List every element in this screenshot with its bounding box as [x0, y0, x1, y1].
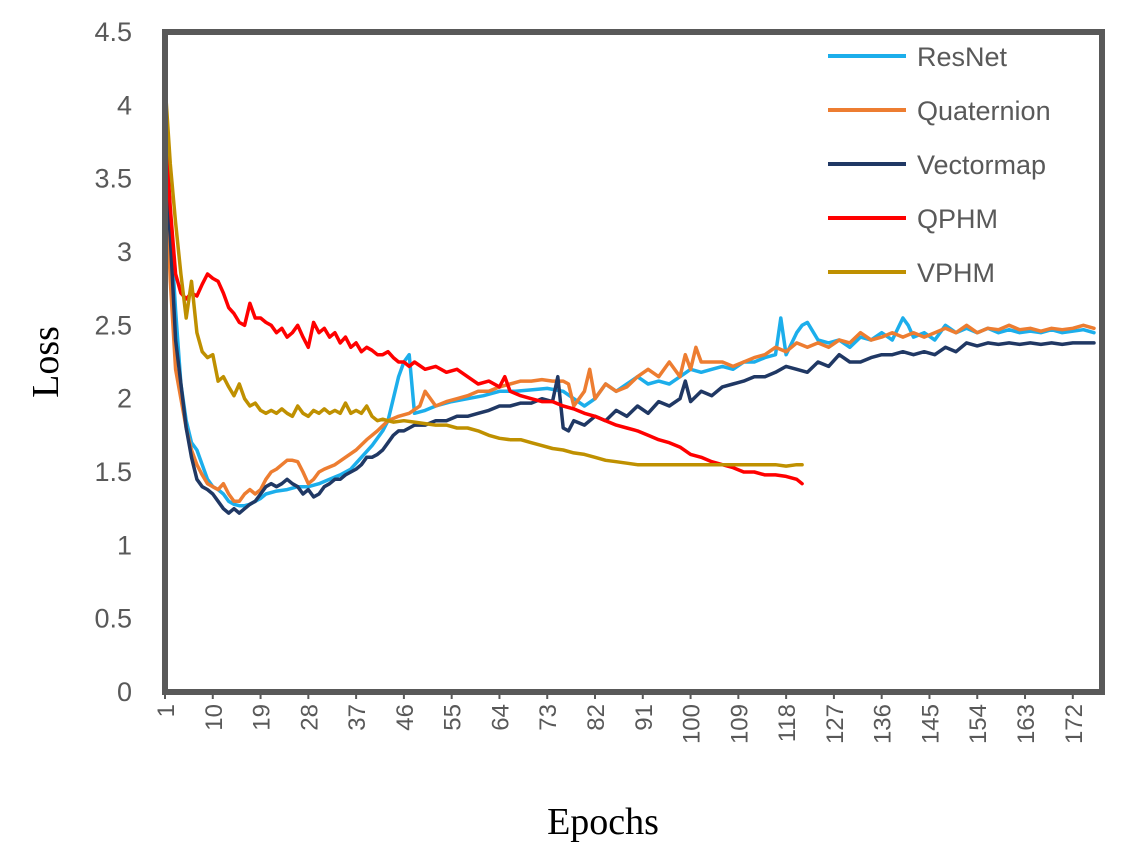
y-tick-label: 1	[117, 530, 132, 560]
x-tick-label: 19	[249, 704, 276, 731]
series-line-qphm	[163, 121, 804, 486]
legend-label-vphm: VPHM	[917, 258, 995, 288]
y-tick-label: 0	[117, 677, 132, 707]
x-tick-label: 55	[440, 704, 467, 731]
x-tick-label: 136	[870, 704, 897, 744]
x-tick-label: 37	[344, 704, 371, 731]
x-tick-label: 118	[774, 704, 801, 742]
x-tick-label: 100	[679, 704, 706, 744]
series-line-quaternion	[163, 147, 1096, 504]
x-tick-label: 145	[917, 704, 944, 744]
x-tick-label: 163	[1013, 704, 1040, 744]
legend: ResNet Quaternion Vectormap QPHM VPHM	[828, 42, 1051, 288]
x-tick-label: 73	[535, 704, 562, 731]
legend-label-quaternion: Quaternion	[917, 96, 1051, 126]
x-tick-label: 172	[1061, 704, 1088, 744]
y-tick-label: 3	[117, 237, 132, 267]
y-axis-title: Loss	[25, 326, 67, 398]
y-tick-label: 2	[117, 384, 132, 414]
y-tick-label: 4.5	[94, 17, 132, 47]
y-tick-label: 1.5	[94, 457, 132, 487]
x-tick-label: 64	[487, 704, 514, 731]
x-axis-ticks: 1 10 19 28 37 46 55 64 73 82 91 100 109 118 127 136 145 1…	[153, 692, 1088, 744]
x-tick-label: 10	[201, 704, 228, 731]
y-tick-label: 0.5	[94, 604, 132, 634]
x-tick-label: 28	[296, 704, 323, 731]
x-tick-label: 1	[153, 704, 180, 717]
x-tick-label: 91	[631, 704, 658, 731]
legend-label-vectormap: Vectormap	[917, 150, 1046, 180]
series-line-vphm	[163, 81, 804, 468]
y-axis-ticks: 0 0.5 1 1.5 2 2.5 3 3.5 4 4.5	[94, 17, 132, 707]
x-tick-label: 154	[965, 704, 992, 744]
x-tick-label: 109	[726, 704, 753, 744]
x-tick-label: 46	[392, 704, 419, 731]
series-line-vectormap	[163, 154, 1096, 515]
legend-label-resnet: ResNet	[917, 42, 1008, 72]
y-tick-label: 4	[117, 90, 132, 120]
series-lines	[163, 81, 1096, 515]
plot-area-frame	[162, 29, 1105, 695]
y-tick-label: 3.5	[94, 164, 132, 194]
y-tick-label: 2.5	[94, 310, 132, 340]
x-axis-title: Epochs	[547, 801, 659, 843]
x-tick-label: 127	[822, 704, 849, 744]
x-tick-label: 82	[583, 704, 610, 731]
legend-label-qphm: QPHM	[917, 204, 998, 234]
